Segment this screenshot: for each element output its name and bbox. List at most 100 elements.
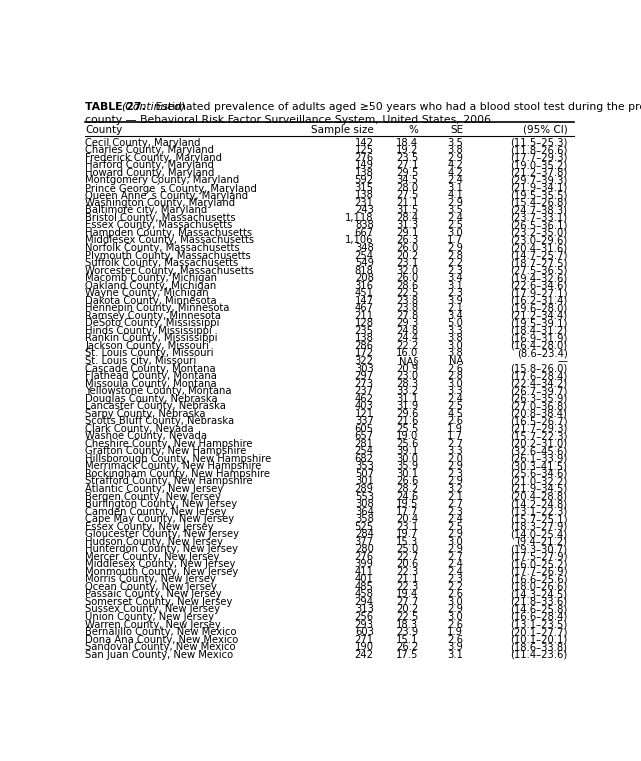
Text: 128: 128 xyxy=(354,318,374,328)
Text: 297: 297 xyxy=(354,371,374,381)
Text: 2.6: 2.6 xyxy=(447,619,463,629)
Text: 29.6: 29.6 xyxy=(396,409,419,419)
Text: 2.5: 2.5 xyxy=(447,401,463,411)
Text: Essex County, New Jersey: Essex County, New Jersey xyxy=(85,521,213,532)
Text: Burlington County, New Jersey: Burlington County, New Jersey xyxy=(85,499,237,509)
Text: (19.0–35.2): (19.0–35.2) xyxy=(510,161,567,170)
Text: (15.7–25.1): (15.7–25.1) xyxy=(510,514,567,524)
Text: 2.4: 2.4 xyxy=(447,559,463,569)
Text: Cascade County, Montana: Cascade County, Montana xyxy=(85,364,216,374)
Text: 2.4: 2.4 xyxy=(447,514,463,524)
Text: (17.7–26.9): (17.7–26.9) xyxy=(510,567,567,577)
Text: 2.9: 2.9 xyxy=(447,544,463,554)
Text: (19.5–39.1): (19.5–39.1) xyxy=(510,318,567,328)
Text: (18.6–33.8): (18.6–33.8) xyxy=(510,642,567,652)
Text: (15.7–22.3): (15.7–22.3) xyxy=(510,431,567,441)
Text: 818: 818 xyxy=(355,266,374,275)
Text: San Juan County, New Mexico: San Juan County, New Mexico xyxy=(85,650,233,660)
Text: Camden County, New Jersey: Camden County, New Jersey xyxy=(85,507,226,517)
Text: Montgomery County, Maryland: Montgomery County, Maryland xyxy=(85,175,239,185)
Text: 125: 125 xyxy=(354,145,374,155)
Text: 682: 682 xyxy=(354,454,374,464)
Text: (95% CI): (95% CI) xyxy=(522,125,567,135)
Text: Clark County, Nevada: Clark County, Nevada xyxy=(85,424,194,434)
Text: (20.1–27.7): (20.1–27.7) xyxy=(510,627,567,637)
Text: 2.4: 2.4 xyxy=(447,213,463,223)
Text: 27.5: 27.5 xyxy=(396,190,419,200)
Text: 592: 592 xyxy=(354,175,374,185)
Text: 28.3: 28.3 xyxy=(396,378,419,389)
Text: (8.6–23.4): (8.6–23.4) xyxy=(517,349,567,358)
Text: 3.1: 3.1 xyxy=(447,281,463,291)
Text: 28.2: 28.2 xyxy=(396,484,419,494)
Text: Sample size: Sample size xyxy=(311,125,374,135)
Text: 26.3: 26.3 xyxy=(396,235,419,246)
Text: 29.1: 29.1 xyxy=(396,228,419,238)
Text: (14.3–24.5): (14.3–24.5) xyxy=(510,590,567,600)
Text: Dona Ana County, New Mexico: Dona Ana County, New Mexico xyxy=(85,635,238,645)
Text: 23.1: 23.1 xyxy=(396,521,419,532)
Text: 2.4: 2.4 xyxy=(447,567,463,577)
Text: (21.8–33.6): (21.8–33.6) xyxy=(510,597,567,607)
Text: Bristol County, Massachusetts: Bristol County, Massachusetts xyxy=(85,213,236,223)
Text: 2.9: 2.9 xyxy=(447,476,463,486)
Text: (18.4–31.2): (18.4–31.2) xyxy=(510,326,567,336)
Text: (18.3–27.9): (18.3–27.9) xyxy=(510,521,567,532)
Text: 3.9: 3.9 xyxy=(447,296,463,306)
Text: 286: 286 xyxy=(354,341,374,351)
Text: 243: 243 xyxy=(355,205,374,215)
Text: 26.0: 26.0 xyxy=(396,243,419,253)
Text: Charles County, Maryland: Charles County, Maryland xyxy=(85,145,214,155)
Text: Hudson County, New Jersey: Hudson County, New Jersey xyxy=(85,537,223,546)
Text: 30.0: 30.0 xyxy=(396,454,419,464)
Text: 2.6: 2.6 xyxy=(447,590,463,600)
Text: 399: 399 xyxy=(354,559,374,569)
Text: Howard County, Maryland: Howard County, Maryland xyxy=(85,167,215,178)
Text: (17.7–29.3): (17.7–29.3) xyxy=(510,153,567,163)
Text: 21.1: 21.1 xyxy=(396,198,419,208)
Text: (14.0–25.4): (14.0–25.4) xyxy=(510,529,567,539)
Text: Queen Anne´s County, Maryland: Queen Anne´s County, Maryland xyxy=(85,190,248,202)
Text: 348: 348 xyxy=(355,243,374,253)
Text: (21.9–34.5): (21.9–34.5) xyxy=(510,484,567,494)
Text: 15.1: 15.1 xyxy=(396,635,419,645)
Text: 2.4: 2.4 xyxy=(447,175,463,185)
Text: 273: 273 xyxy=(354,378,374,389)
Text: 3.5: 3.5 xyxy=(447,205,463,215)
Text: 21.6: 21.6 xyxy=(396,416,419,426)
Text: (17.6–28.4): (17.6–28.4) xyxy=(510,371,567,381)
Text: Grafton County, New Hampshire: Grafton County, New Hampshire xyxy=(85,447,247,457)
Text: 16.0: 16.0 xyxy=(396,349,419,358)
Text: 172: 172 xyxy=(354,349,374,358)
Text: Oakland County, Michigan: Oakland County, Michigan xyxy=(85,281,217,291)
Text: 2.1: 2.1 xyxy=(447,304,463,314)
Text: 17.5: 17.5 xyxy=(396,650,419,660)
Text: 31.9: 31.9 xyxy=(396,401,419,411)
Text: (11.4–23.6): (11.4–23.6) xyxy=(510,650,567,660)
Text: 3.8: 3.8 xyxy=(447,333,463,343)
Text: 23.1: 23.1 xyxy=(396,258,419,268)
Text: Prince George´s County, Maryland: Prince George´s County, Maryland xyxy=(85,183,257,194)
Text: Frederick County, Maryland: Frederick County, Maryland xyxy=(85,153,222,163)
Text: Hampden County, Massachusetts: Hampden County, Massachusetts xyxy=(85,228,252,238)
Text: Rankin County, Mississippi: Rankin County, Mississippi xyxy=(85,333,217,343)
Text: 254: 254 xyxy=(354,250,374,260)
Text: (27.0–36.8): (27.0–36.8) xyxy=(510,401,567,411)
Text: 211: 211 xyxy=(354,310,374,321)
Text: 553: 553 xyxy=(354,492,374,501)
Text: 25.6: 25.6 xyxy=(396,439,419,449)
Text: 293: 293 xyxy=(354,619,374,629)
Text: 403: 403 xyxy=(355,401,374,411)
Text: (13.1–23.5): (13.1–23.5) xyxy=(510,619,567,629)
Text: St. Louis city, Missouri: St. Louis city, Missouri xyxy=(85,356,196,366)
Text: 4.2: 4.2 xyxy=(447,161,463,170)
Text: 31.1: 31.1 xyxy=(396,393,419,403)
Text: Douglas County, Nebraska: Douglas County, Nebraska xyxy=(85,393,218,403)
Text: 1.7: 1.7 xyxy=(447,235,463,246)
Text: 237: 237 xyxy=(354,386,374,396)
Text: 525: 525 xyxy=(354,521,374,532)
Text: (13.1–22.3): (13.1–22.3) xyxy=(510,507,567,517)
Text: Strafford County, New Hampshire: Strafford County, New Hampshire xyxy=(85,476,253,486)
Text: (19.6–28.0): (19.6–28.0) xyxy=(510,304,567,314)
Text: 19.0: 19.0 xyxy=(396,431,419,441)
